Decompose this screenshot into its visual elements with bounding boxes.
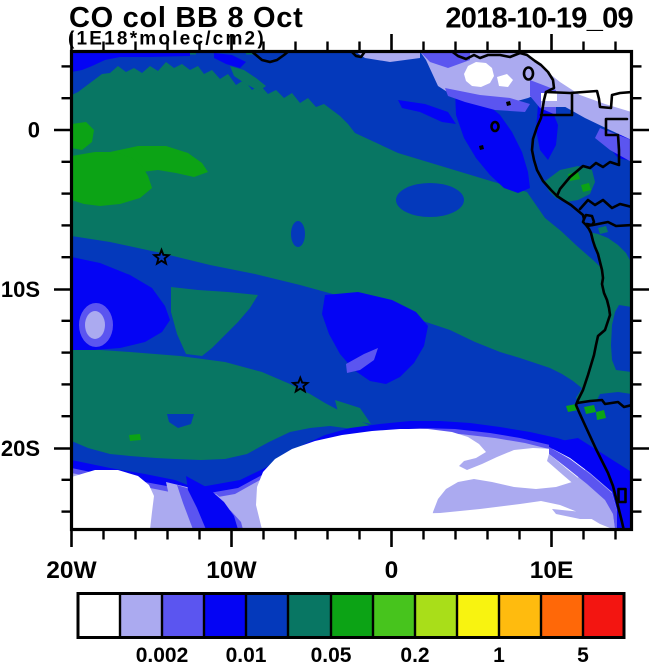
svg-text:0.05: 0.05 bbox=[311, 644, 352, 667]
svg-text:0.2: 0.2 bbox=[400, 644, 429, 667]
svg-text:5: 5 bbox=[577, 644, 589, 667]
svg-text:1: 1 bbox=[493, 644, 505, 667]
svg-text:0.002: 0.002 bbox=[136, 644, 189, 667]
svg-text:(1E18*molec/cm2): (1E18*molec/cm2) bbox=[68, 29, 266, 50]
svg-text:20S: 20S bbox=[1, 436, 40, 461]
svg-text:0: 0 bbox=[28, 118, 40, 143]
svg-text:0.01: 0.01 bbox=[226, 644, 267, 667]
svg-text:CO col BB 8 Oct: CO col BB 8 Oct bbox=[69, 2, 304, 34]
svg-text:10S: 10S bbox=[1, 277, 40, 302]
svg-text:20W: 20W bbox=[46, 557, 97, 584]
svg-text:10E: 10E bbox=[530, 557, 574, 584]
svg-text:0: 0 bbox=[385, 557, 399, 584]
svg-text:10W: 10W bbox=[206, 557, 257, 584]
svg-text:2018-10-19_09: 2018-10-19_09 bbox=[445, 3, 633, 35]
